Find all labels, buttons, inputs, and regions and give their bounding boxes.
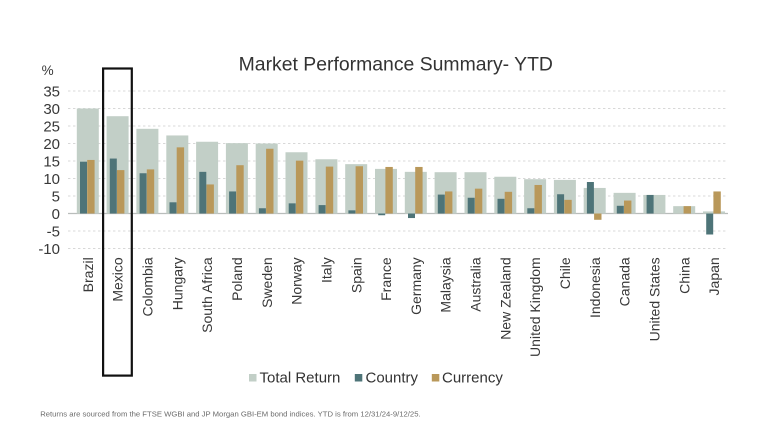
svg-text:25: 25 bbox=[43, 118, 60, 135]
svg-text:Canada: Canada bbox=[617, 257, 633, 306]
svg-text:Country: Country bbox=[366, 370, 419, 387]
svg-text:United Kingdom: United Kingdom bbox=[527, 257, 543, 357]
svg-text:Australia: Australia bbox=[468, 257, 484, 312]
svg-text:35: 35 bbox=[43, 83, 60, 100]
svg-text:0: 0 bbox=[52, 206, 60, 223]
svg-text:Italy: Italy bbox=[319, 257, 335, 283]
svg-text:5: 5 bbox=[52, 188, 60, 205]
svg-text:Colombia: Colombia bbox=[140, 257, 156, 316]
svg-text:Mexico: Mexico bbox=[110, 257, 126, 302]
svg-text:10: 10 bbox=[43, 171, 60, 188]
svg-text:Total Return: Total Return bbox=[260, 370, 341, 387]
svg-text:Spain: Spain bbox=[348, 257, 364, 293]
svg-text:China: China bbox=[676, 257, 692, 294]
svg-text:Currency: Currency bbox=[442, 370, 503, 387]
svg-text:Sweden: Sweden bbox=[259, 257, 275, 308]
svg-text:Germany: Germany bbox=[408, 257, 424, 315]
svg-text:Indonesia: Indonesia bbox=[587, 257, 603, 318]
svg-text:Brazil: Brazil bbox=[80, 257, 96, 292]
svg-text:Chile: Chile bbox=[557, 257, 573, 289]
svg-text:-5: -5 bbox=[47, 223, 60, 240]
svg-text:Malaysia: Malaysia bbox=[438, 257, 454, 312]
svg-text:Market Performance Summary- YT: Market Performance Summary- YTD bbox=[239, 54, 553, 76]
svg-text:-10: -10 bbox=[38, 241, 60, 258]
svg-text:Japan: Japan bbox=[706, 257, 722, 295]
svg-text:South Africa: South Africa bbox=[199, 257, 215, 333]
svg-text:Poland: Poland bbox=[229, 257, 245, 301]
svg-text:30: 30 bbox=[43, 101, 60, 118]
svg-text:Returns are sourced from the F: Returns are sourced from the FTSE WGBI a… bbox=[40, 409, 420, 418]
svg-text:%: % bbox=[42, 63, 54, 78]
svg-text:15: 15 bbox=[43, 153, 60, 170]
svg-text:20: 20 bbox=[43, 136, 60, 153]
svg-text:Norway: Norway bbox=[289, 257, 305, 304]
svg-text:New Zealand: New Zealand bbox=[497, 257, 513, 340]
svg-text:Hungary: Hungary bbox=[169, 257, 185, 310]
svg-text:France: France bbox=[378, 257, 394, 301]
svg-text:United States: United States bbox=[647, 257, 663, 341]
